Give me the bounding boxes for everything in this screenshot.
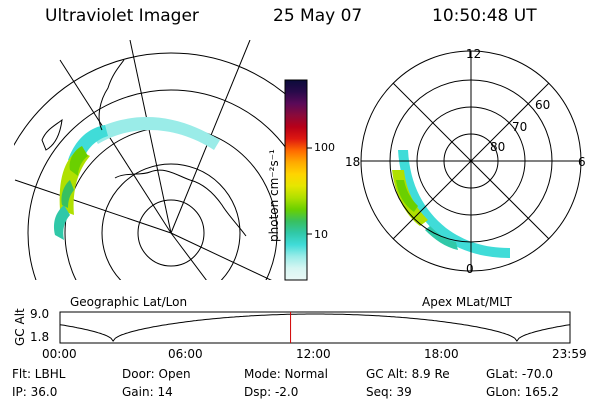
timeline-axis-label: GC Alt xyxy=(13,308,27,346)
timeline-xtick-1200: 12:00 xyxy=(296,347,331,361)
time-label: 10:50:48 UT xyxy=(432,6,537,26)
timeline-xtick-0600: 06:00 xyxy=(168,347,203,361)
meridians xyxy=(14,40,272,280)
timeline-ytick-high: 9.0 xyxy=(30,307,50,321)
left-aurora xyxy=(54,117,220,240)
timeline-ytick-low: 1.8 xyxy=(30,330,50,344)
status-gain: Gain: 14 xyxy=(122,385,173,399)
status-glat: GLat: -70.0 xyxy=(486,367,553,381)
timeline-xtick-0000: 00:00 xyxy=(42,347,77,361)
timeline-plot xyxy=(59,311,571,344)
colorbar-unit-label: photon cm⁻²s⁻¹ xyxy=(267,149,281,242)
mlt-lines xyxy=(361,51,581,271)
left-map-group xyxy=(14,40,292,280)
status-mode: Mode: Normal xyxy=(244,367,328,381)
left-map-caption: Geographic Lat/Lon xyxy=(70,295,188,309)
status-flt: Flt: LBHL xyxy=(12,367,66,381)
magnetic-plot xyxy=(360,50,582,272)
mlat-label-70: 70 xyxy=(512,120,528,134)
status-door: Door: Open xyxy=(122,367,191,381)
colorbar-label-10: 10 xyxy=(314,228,328,241)
mlt-label-6: 6 xyxy=(578,155,586,169)
app-title: Ultraviolet Imager xyxy=(45,6,199,26)
status-seq: Seq: 39 xyxy=(366,385,412,399)
status-ip: IP: 36.0 xyxy=(12,385,58,399)
coastline xyxy=(41,59,247,237)
mlat-label-60: 60 xyxy=(535,98,551,112)
right-map-caption: Apex MLat/MLT xyxy=(422,295,512,309)
timeline-xtick-1800: 18:00 xyxy=(424,347,459,361)
date-label: 25 May 07 xyxy=(273,6,363,26)
mlt-label-0: 0 xyxy=(466,262,474,276)
status-dsp: Dsp: -2.0 xyxy=(244,385,299,399)
mlt-label-12: 12 xyxy=(466,47,482,61)
mlat-label-80: 80 xyxy=(490,140,506,154)
timeline-xtick-2359: 23:59 xyxy=(552,347,587,361)
colorbar xyxy=(284,79,312,281)
right-aurora xyxy=(392,150,510,258)
mlt-label-18: 18 xyxy=(345,155,361,169)
status-glon: GLon: 165.2 xyxy=(486,385,559,399)
status-gc-alt: GC Alt: 8.9 Re xyxy=(366,367,450,381)
gc-alt-curve xyxy=(59,313,571,342)
colorbar-label-100: 100 xyxy=(314,141,335,154)
